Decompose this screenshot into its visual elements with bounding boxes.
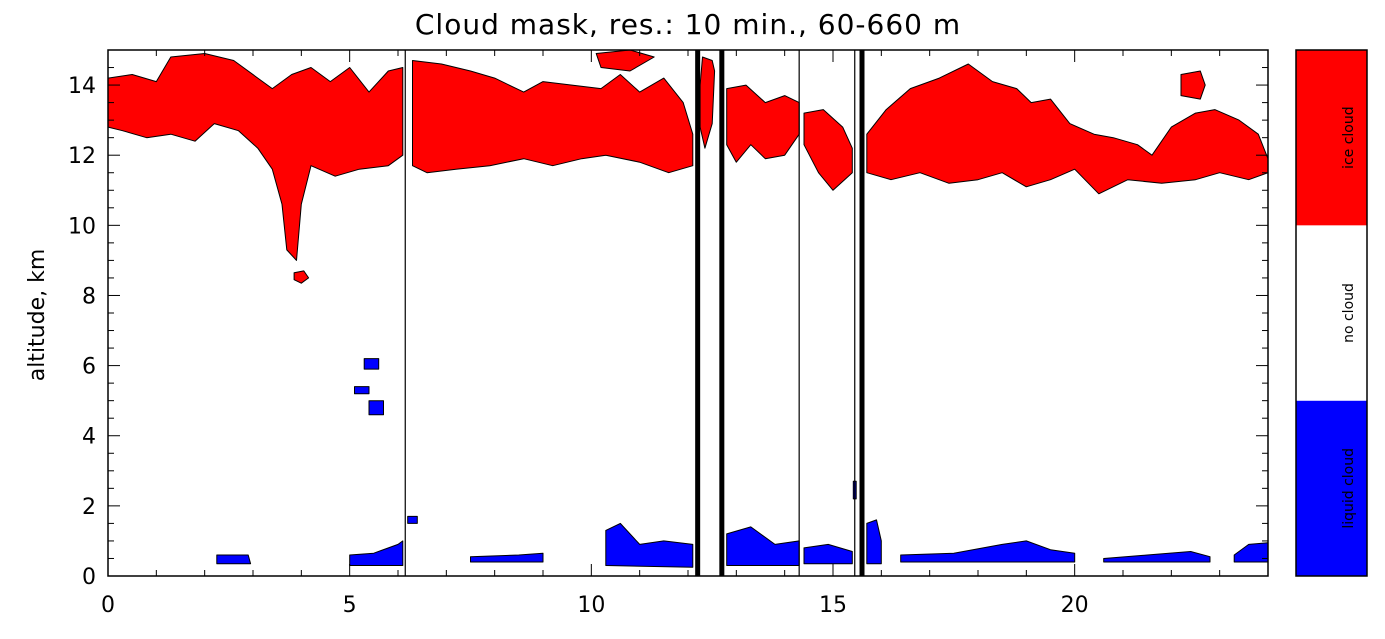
liquid-cloud-region-13	[349, 540, 404, 566]
colorbar-segment-1	[1296, 225, 1367, 401]
x-tick-label: 15	[819, 593, 847, 618]
ice-cloud-region-3	[595, 50, 655, 72]
y-axis: 0 2 4 6 8 10 12 14	[68, 49, 1268, 590]
y-tick-label: 4	[82, 425, 96, 450]
mask-regions	[108, 50, 1268, 568]
y-tick-label: 10	[68, 214, 96, 239]
liquid-cloud-region-11	[368, 400, 384, 416]
colorbar-segment-0	[1296, 400, 1367, 576]
ice-cloud-region-1	[293, 270, 310, 284]
y-tick-label: 0	[82, 565, 96, 590]
liquid-cloud-region-10	[354, 386, 370, 395]
ice-cloud-region-8	[1180, 70, 1206, 100]
liquid-cloud-region-12	[216, 554, 252, 565]
ice-cloud-region-0	[108, 53, 404, 261]
colorbar: liquid cloud no cloud ice cloud	[1295, 49, 1368, 577]
liquid-cloud-region-16	[605, 522, 694, 568]
ice-cloud-region-7	[866, 63, 1268, 195]
liquid-cloud-region-23	[1233, 542, 1268, 563]
y-axis-label: altitude, km	[25, 249, 50, 382]
plot-area	[107, 49, 1269, 577]
ice-cloud-region-6	[803, 109, 853, 191]
y-tick-label: 8	[82, 284, 96, 309]
y-tick-label: 2	[82, 495, 96, 520]
x-tick-label: 0	[101, 593, 115, 618]
liquid-cloud-region-14	[407, 515, 418, 524]
liquid-cloud-region-15	[470, 552, 544, 563]
y-tick-label: 12	[68, 144, 96, 169]
y-tick-label: 14	[68, 74, 96, 99]
colorbar-segment-2	[1296, 50, 1367, 226]
liquid-cloud-region-22	[1103, 551, 1211, 563]
ice-cloud-region-4	[699, 56, 716, 149]
liquid-cloud-region-20	[866, 519, 882, 565]
chart-title: Cloud mask, res.: 10 min., 60-660 m	[415, 8, 961, 41]
liquid-cloud-region-18	[803, 543, 853, 565]
liquid-cloud-region-21	[900, 540, 1076, 563]
colorbar-label-2: ice cloud	[1341, 106, 1357, 169]
y-tick-label: 6	[82, 355, 96, 380]
ice-cloud-region-5	[726, 84, 800, 163]
liquid-cloud-region-9	[363, 358, 380, 370]
colorbar-label-0: liquid cloud	[1341, 448, 1357, 529]
colorbar-frame	[1295, 49, 1368, 577]
x-tick-label: 10	[577, 593, 605, 618]
x-axis: 0 5 10 15 20	[101, 50, 1269, 618]
ice-cloud-region-2	[412, 60, 694, 174]
x-tick-label: 5	[343, 593, 357, 618]
colorbar-label-1: no cloud	[1341, 283, 1357, 343]
liquid-cloud-region-17	[726, 526, 800, 566]
x-tick-label: 20	[1061, 593, 1089, 618]
